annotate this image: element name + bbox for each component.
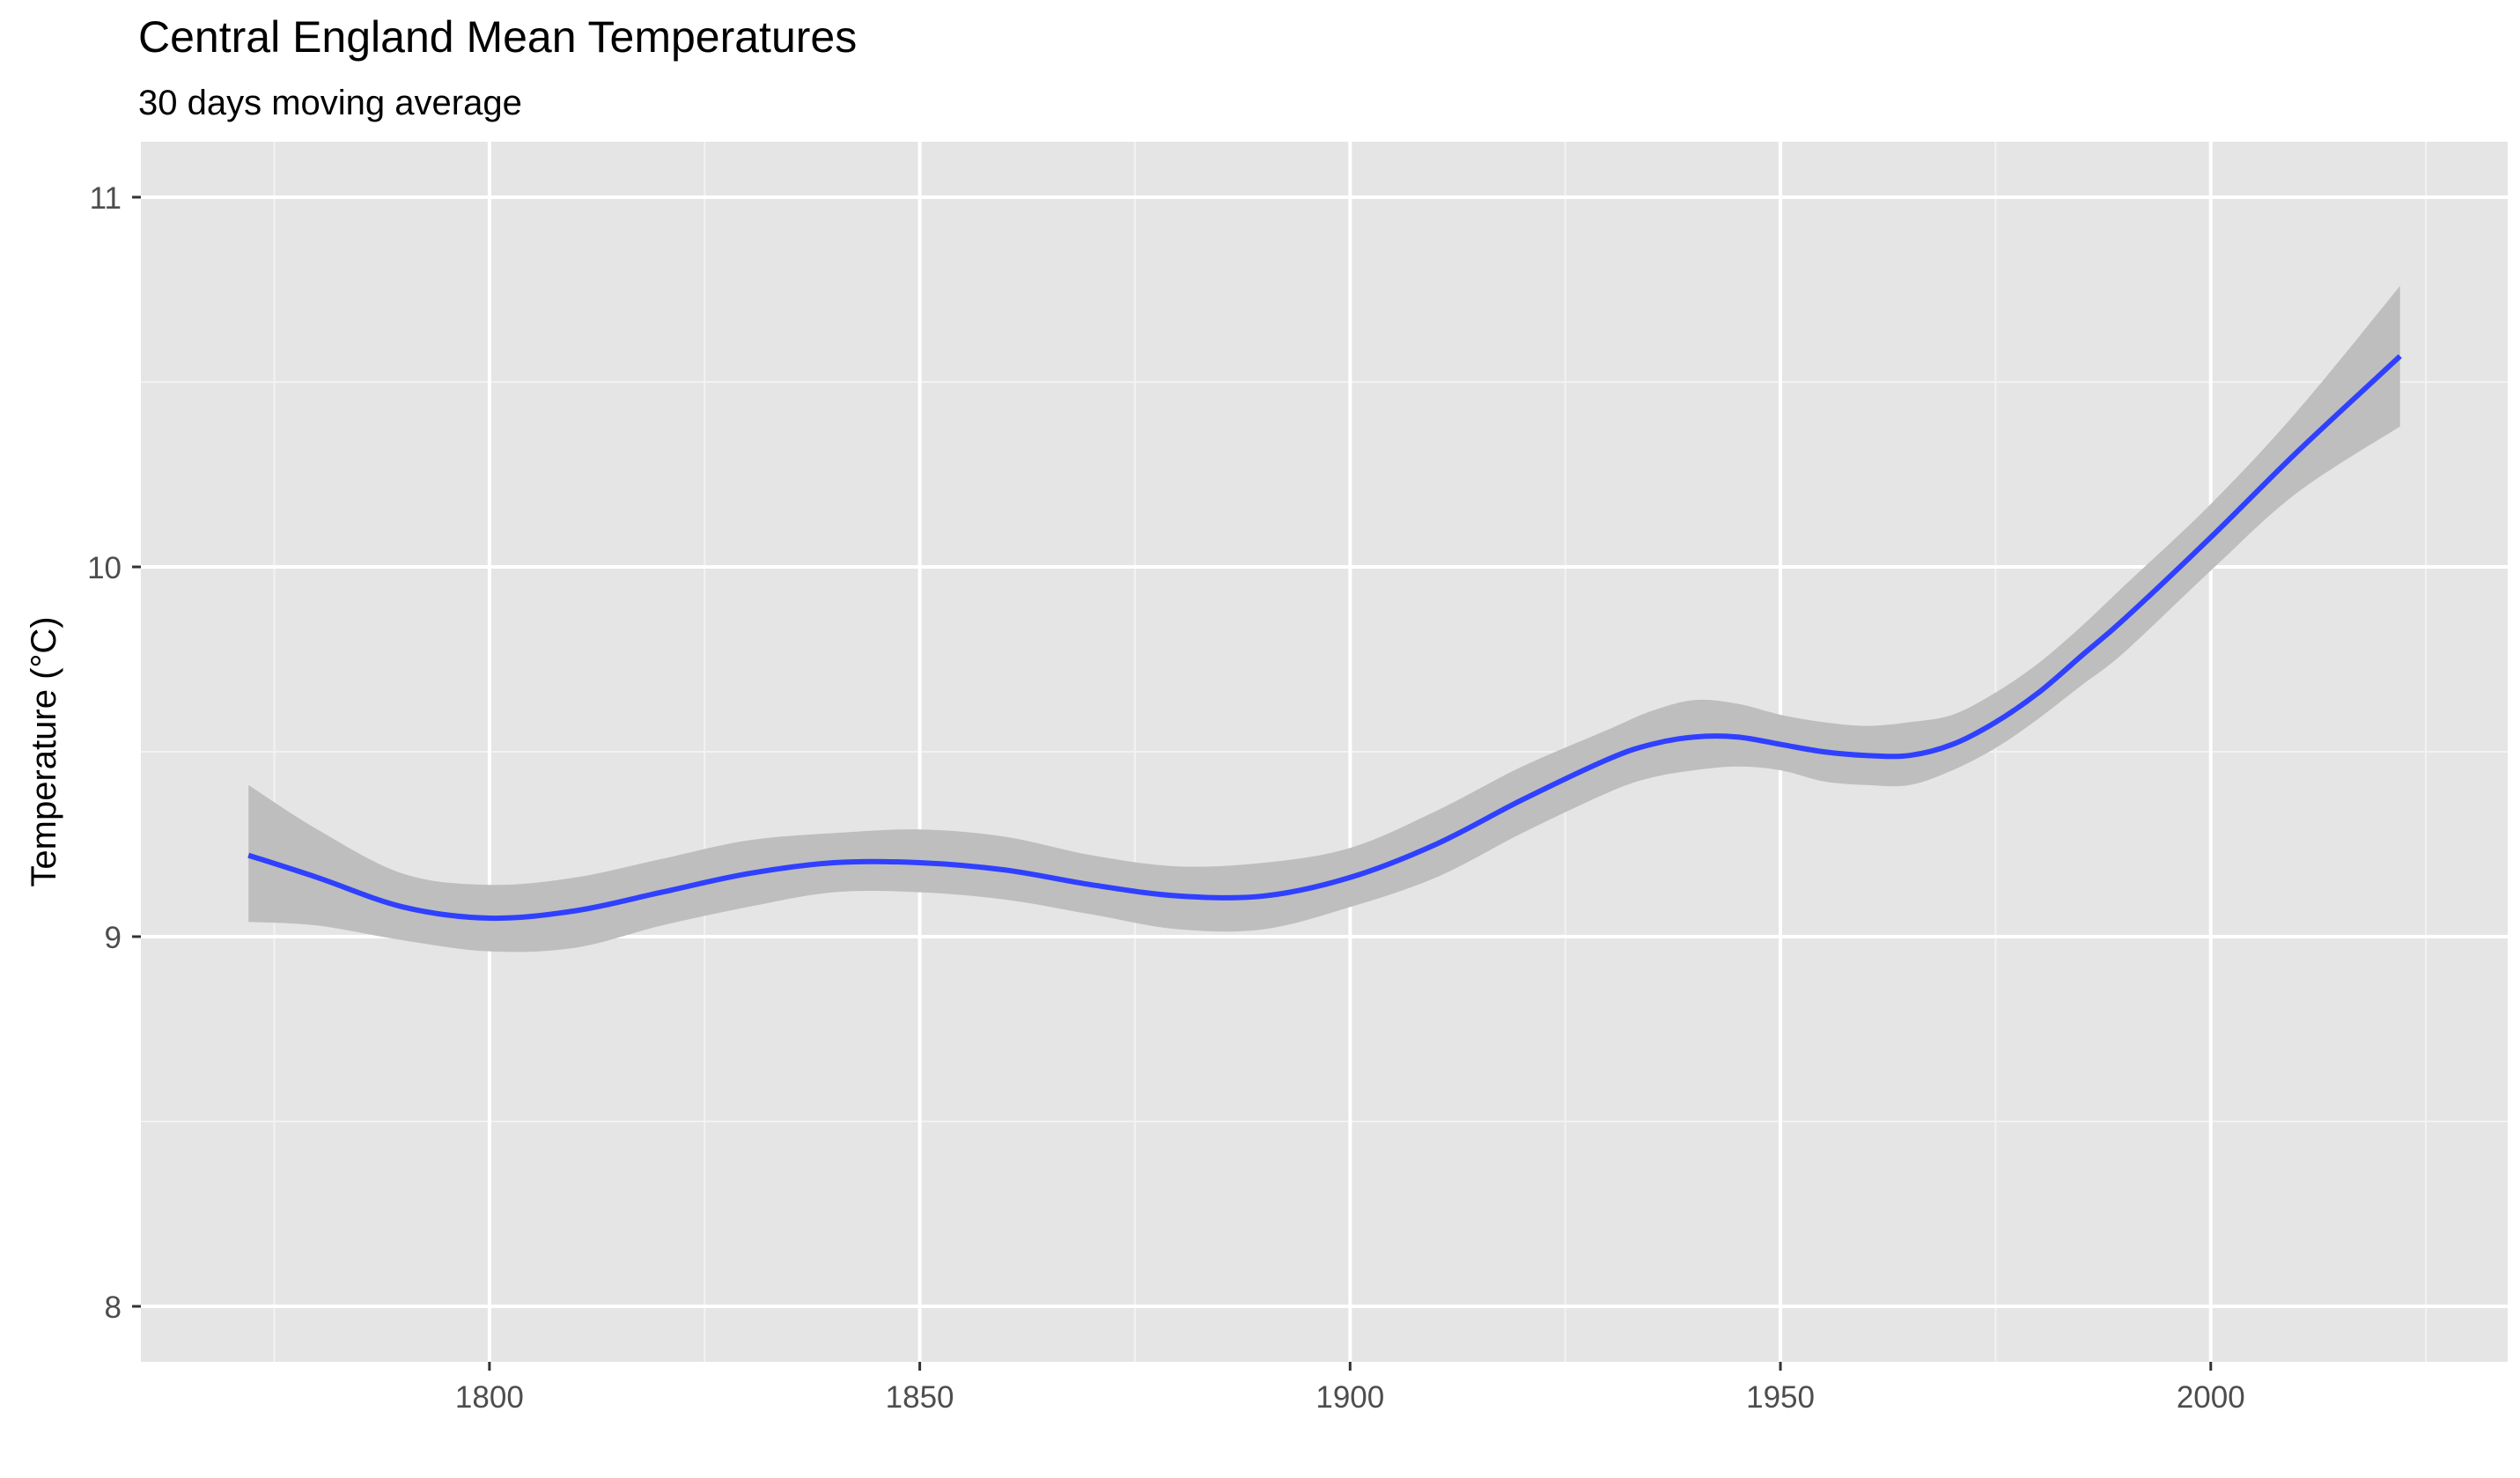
y-tick-label: 9 (105, 921, 122, 955)
x-tick-label: 1900 (1315, 1380, 1384, 1415)
grid-minor (141, 142, 2508, 1362)
x-tick-label: 1850 (886, 1380, 954, 1415)
confidence-band (248, 285, 2400, 952)
x-tick-label: 1800 (455, 1380, 524, 1415)
trend-line (247, 354, 2402, 922)
y-axis-title: Temperature (°C) (25, 616, 63, 886)
chart-title: Central England Mean Temperatures (138, 12, 857, 62)
y-axis: 8 9 10 11 (87, 181, 141, 1325)
x-tick-label: 2000 (2177, 1380, 2245, 1415)
x-axis: 1800 1850 1900 1950 2000 (455, 1362, 2245, 1415)
x-tick-label: 1950 (1746, 1380, 1815, 1415)
chart-subtitle: 30 days moving average (138, 84, 522, 122)
y-tick-label: 10 (87, 551, 122, 585)
y-tick-label: 11 (90, 181, 122, 216)
y-tick-label: 8 (105, 1290, 122, 1325)
